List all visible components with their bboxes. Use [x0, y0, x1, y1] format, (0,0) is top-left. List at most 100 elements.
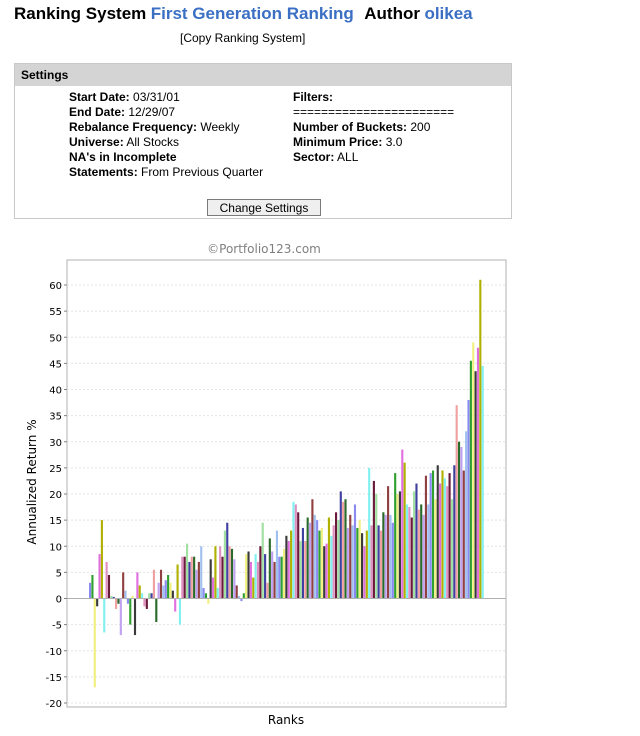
bar: [282, 548, 286, 599]
y-tick-label: 40: [49, 386, 62, 397]
bar: [431, 470, 435, 599]
na-row: NA's in Incomplete: [69, 150, 263, 165]
bars: [89, 279, 484, 688]
bar: [261, 522, 264, 599]
bar: [145, 598, 148, 609]
bar: [365, 530, 368, 599]
start-date-label: Start Date:: [69, 90, 130, 104]
bar: [368, 467, 371, 599]
bar: [152, 569, 155, 599]
bar: [273, 561, 276, 599]
y-tick-label: 45: [49, 359, 62, 370]
y-tick-label: -20: [46, 699, 62, 710]
bar: [124, 590, 127, 599]
ranking-chart: ©Portfolio123.com -20 -15 -10 -5 0 5 10 15 20 25 3…: [0, 236, 640, 731]
bar: [164, 580, 167, 599]
bar: [195, 569, 198, 599]
bar: [332, 525, 335, 599]
bar: [398, 491, 401, 599]
bar: [119, 598, 122, 636]
bar: [301, 527, 304, 599]
bar: [320, 527, 323, 599]
bar: [448, 473, 451, 599]
bar: [211, 577, 215, 599]
bar: [226, 522, 229, 599]
bar: [150, 593, 153, 599]
bar: [304, 541, 307, 599]
y-tick-label: -5: [52, 621, 62, 632]
bar: [429, 473, 432, 599]
y-tick-label: 15: [49, 516, 62, 527]
universe-value: All Stocks: [126, 135, 180, 149]
min-price-row: Minimum Price: 3.0: [293, 135, 454, 150]
bar: [382, 512, 385, 599]
bar: [105, 561, 108, 599]
bar: [417, 509, 420, 599]
bar: [138, 585, 141, 599]
bar: [330, 535, 333, 599]
bar: [176, 564, 179, 599]
bar: [439, 483, 442, 599]
bar: [453, 465, 456, 599]
bar: [346, 527, 349, 599]
bar: [353, 504, 357, 599]
bar: [112, 596, 115, 599]
bar: [252, 577, 255, 599]
bar: [155, 598, 158, 623]
bar: [93, 598, 96, 688]
bar: [275, 530, 278, 599]
bar: [294, 504, 297, 599]
buckets-row: Number of Buckets: 200: [293, 120, 454, 135]
bar: [441, 470, 444, 599]
bar: [403, 462, 406, 599]
bar: [223, 530, 226, 599]
end-date-value: 12/29/07: [128, 105, 176, 119]
bar: [136, 572, 139, 599]
bar: [308, 522, 312, 599]
statements-row: Statements: From Previous Quarter: [69, 165, 263, 180]
bar: [242, 593, 245, 599]
bar: [197, 561, 200, 599]
chart-watermark: ©Portfolio123.com: [207, 242, 321, 256]
y-tick-label: 60: [49, 281, 62, 292]
y-tick-label: 5: [56, 568, 62, 579]
bar: [219, 546, 222, 599]
end-date-row: End Date: 12/29/07: [69, 105, 263, 120]
bar: [256, 561, 260, 599]
bar: [455, 405, 458, 599]
end-date-label: End Date:: [69, 105, 126, 119]
bar: [462, 470, 465, 599]
bar: [264, 554, 267, 599]
bar: [297, 512, 300, 599]
bar: [424, 475, 427, 599]
bar: [98, 554, 101, 599]
bar: [207, 598, 210, 604]
bar: [91, 574, 94, 599]
bar: [337, 520, 340, 599]
bar: [193, 556, 196, 599]
bar: [216, 588, 219, 599]
bar: [292, 501, 295, 599]
bar: [174, 598, 177, 612]
ranking-system-label: Ranking System: [14, 4, 147, 23]
bar: [460, 446, 463, 599]
bar: [387, 486, 390, 599]
filters-row: Filters:: [293, 90, 454, 105]
bar: [377, 525, 380, 599]
bar: [89, 582, 92, 599]
copy-ranking-system: [Copy Ranking System]: [180, 31, 305, 45]
ranking-system-name[interactable]: First Generation Ranking: [150, 4, 354, 23]
y-tick-label: 30: [49, 438, 62, 449]
change-settings-button[interactable]: Change Settings: [207, 199, 321, 216]
bar: [117, 598, 120, 604]
copy-ranking-system-link[interactable]: [Copy Ranking System]: [180, 31, 306, 45]
bar: [233, 559, 236, 599]
start-date-row: Start Date: 03/31/01: [69, 90, 263, 105]
bar: [228, 546, 231, 599]
bar: [190, 556, 193, 599]
author-name[interactable]: olikea: [424, 4, 473, 23]
bar: [133, 598, 137, 636]
bar: [415, 483, 418, 599]
bar: [391, 522, 394, 599]
filters-label: Filters:: [293, 90, 334, 104]
